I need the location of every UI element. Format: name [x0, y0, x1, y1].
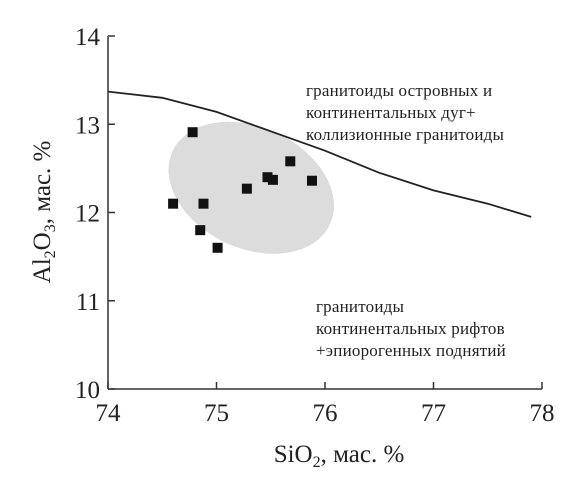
- annotation-lower-line-1: гранитоиды: [316, 297, 404, 316]
- annotation-upper-line-1: гранитоиды островных и: [306, 81, 492, 100]
- y-axis-title: Al2O3, мас. %: [29, 141, 59, 284]
- y-ticks: 10 11 12 13 14: [75, 24, 115, 404]
- x-axis-title: SiO2, мас. %: [274, 441, 405, 471]
- x-tick-label: 75: [204, 400, 229, 427]
- x-tick-label: 76: [313, 400, 338, 427]
- data-point: [267, 174, 278, 185]
- data-point: [187, 127, 198, 138]
- data-point: [198, 198, 209, 209]
- x-tick-label: 78: [530, 400, 555, 427]
- x-tick-label: 74: [96, 400, 122, 427]
- data-point: [168, 198, 179, 209]
- x-tick-label: 77: [421, 400, 446, 427]
- data-point: [195, 225, 206, 236]
- y-tick-label: 10: [75, 377, 100, 404]
- annotation-lower-line-3: +эпиорогенных поднятий: [316, 341, 506, 360]
- data-point: [306, 175, 317, 186]
- data-point: [285, 156, 296, 167]
- axes: 74 75 76 77 78 10 11 12 13 14: [75, 24, 555, 427]
- annotation-lower: гранитоиды континентальных рифтов +эпиор…: [316, 297, 506, 360]
- data-point: [262, 172, 273, 183]
- y-tick-label: 14: [75, 24, 101, 51]
- x-ticks: 74 75 76 77 78: [96, 382, 555, 427]
- y-tick-label: 12: [75, 201, 100, 228]
- boundary-line: [107, 90, 532, 218]
- data-points: [168, 127, 317, 253]
- y-tick-label: 13: [75, 112, 100, 139]
- annotation-upper: гранитоиды островных и континентальных д…: [306, 81, 505, 144]
- data-point: [241, 183, 252, 194]
- plot-area: [107, 90, 532, 254]
- y-tick-label: 11: [76, 289, 100, 316]
- data-point: [212, 242, 223, 253]
- annotation-lower-line-2: континентальных рифтов: [316, 319, 505, 338]
- annotation-upper-line-2: континентальных дуг+: [306, 103, 476, 122]
- annotation-upper-line-3: коллизионные гранитоиды: [306, 125, 505, 144]
